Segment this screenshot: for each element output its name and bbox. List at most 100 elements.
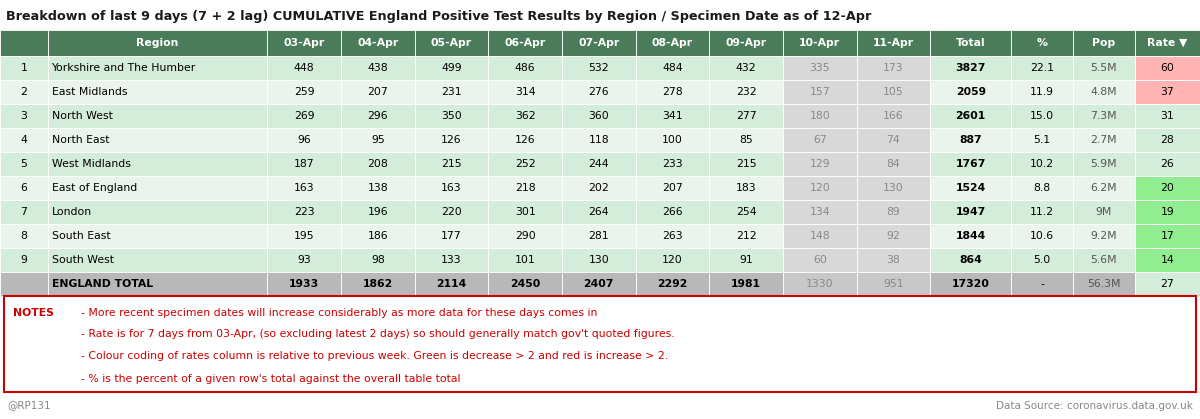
Bar — [1135, 128, 1200, 152]
Text: 362: 362 — [515, 111, 535, 121]
Bar — [341, 176, 415, 200]
Text: 120: 120 — [810, 183, 830, 193]
Bar — [0, 248, 48, 272]
Text: 38: 38 — [887, 255, 900, 265]
Bar — [1073, 104, 1135, 128]
Text: 166: 166 — [883, 111, 904, 121]
Text: 27: 27 — [1160, 279, 1175, 289]
Text: 15.0: 15.0 — [1030, 111, 1054, 121]
Bar — [48, 200, 268, 224]
Bar — [857, 80, 930, 104]
Bar — [341, 224, 415, 248]
Text: West Midlands: West Midlands — [52, 159, 131, 169]
Text: 67: 67 — [812, 135, 827, 145]
Bar — [857, 56, 930, 80]
Bar — [1073, 272, 1135, 296]
Text: 7.3M: 7.3M — [1091, 111, 1117, 121]
Text: 2114: 2114 — [437, 279, 467, 289]
Text: 06-Apr: 06-Apr — [504, 38, 546, 48]
Bar — [782, 200, 857, 224]
Bar — [1135, 272, 1200, 296]
Text: 7: 7 — [20, 207, 28, 217]
Text: 93: 93 — [298, 255, 311, 265]
Text: 9: 9 — [20, 255, 28, 265]
Text: 28: 28 — [1160, 135, 1175, 145]
Text: 269: 269 — [294, 111, 314, 121]
Bar — [268, 128, 341, 152]
Bar — [341, 56, 415, 80]
Bar — [857, 248, 930, 272]
Bar — [1135, 176, 1200, 200]
Bar — [1135, 200, 1200, 224]
Bar — [636, 56, 709, 80]
Bar — [709, 272, 782, 296]
Text: 1862: 1862 — [362, 279, 392, 289]
Text: 264: 264 — [588, 207, 610, 217]
Text: 5.6M: 5.6M — [1091, 255, 1117, 265]
Bar — [709, 56, 782, 80]
Text: 212: 212 — [736, 231, 756, 241]
Bar — [782, 224, 857, 248]
Text: 290: 290 — [515, 231, 535, 241]
Text: 5.5M: 5.5M — [1091, 63, 1117, 73]
Bar — [1012, 30, 1073, 56]
Bar — [48, 128, 268, 152]
Text: 5.9M: 5.9M — [1091, 159, 1117, 169]
Bar — [930, 56, 1012, 80]
Bar — [636, 224, 709, 248]
Text: @RP131: @RP131 — [7, 401, 50, 411]
Bar — [341, 128, 415, 152]
Text: 314: 314 — [515, 87, 535, 97]
Bar — [709, 248, 782, 272]
Bar — [1012, 56, 1073, 80]
Text: 360: 360 — [588, 111, 610, 121]
Bar — [1012, 80, 1073, 104]
Text: 05-Apr: 05-Apr — [431, 38, 472, 48]
Bar — [415, 248, 488, 272]
Text: 484: 484 — [662, 63, 683, 73]
Text: 1767: 1767 — [955, 159, 986, 169]
Bar — [857, 152, 930, 176]
Text: 11.9: 11.9 — [1030, 87, 1054, 97]
Bar — [488, 128, 562, 152]
Text: 84: 84 — [887, 159, 900, 169]
Bar — [341, 272, 415, 296]
Text: 2407: 2407 — [583, 279, 614, 289]
Text: %: % — [1037, 38, 1048, 48]
Text: 277: 277 — [736, 111, 756, 121]
Text: 350: 350 — [442, 111, 462, 121]
Text: 1330: 1330 — [806, 279, 834, 289]
Text: 126: 126 — [515, 135, 535, 145]
Bar — [1135, 30, 1200, 56]
Text: 37: 37 — [1160, 87, 1175, 97]
Text: ENGLAND TOTAL: ENGLAND TOTAL — [52, 279, 152, 289]
Bar — [857, 128, 930, 152]
Bar — [636, 200, 709, 224]
Text: 2: 2 — [20, 87, 28, 97]
Bar — [709, 104, 782, 128]
Bar — [709, 224, 782, 248]
Bar — [488, 56, 562, 80]
Text: 07-Apr: 07-Apr — [578, 38, 619, 48]
Bar — [268, 272, 341, 296]
Bar — [341, 30, 415, 56]
Text: 17320: 17320 — [952, 279, 990, 289]
Bar — [636, 128, 709, 152]
Text: 951: 951 — [883, 279, 904, 289]
Text: 186: 186 — [367, 231, 388, 241]
Text: 22.1: 22.1 — [1030, 63, 1054, 73]
Text: 3827: 3827 — [955, 63, 986, 73]
Bar — [1073, 248, 1135, 272]
Text: 8: 8 — [20, 231, 28, 241]
Bar — [48, 30, 268, 56]
Bar — [562, 248, 636, 272]
Bar — [415, 176, 488, 200]
Text: 4: 4 — [20, 135, 28, 145]
Text: 120: 120 — [662, 255, 683, 265]
Text: 04-Apr: 04-Apr — [358, 38, 398, 48]
Bar — [1135, 248, 1200, 272]
Bar — [782, 56, 857, 80]
Bar — [782, 272, 857, 296]
Bar — [562, 176, 636, 200]
Text: 100: 100 — [662, 135, 683, 145]
